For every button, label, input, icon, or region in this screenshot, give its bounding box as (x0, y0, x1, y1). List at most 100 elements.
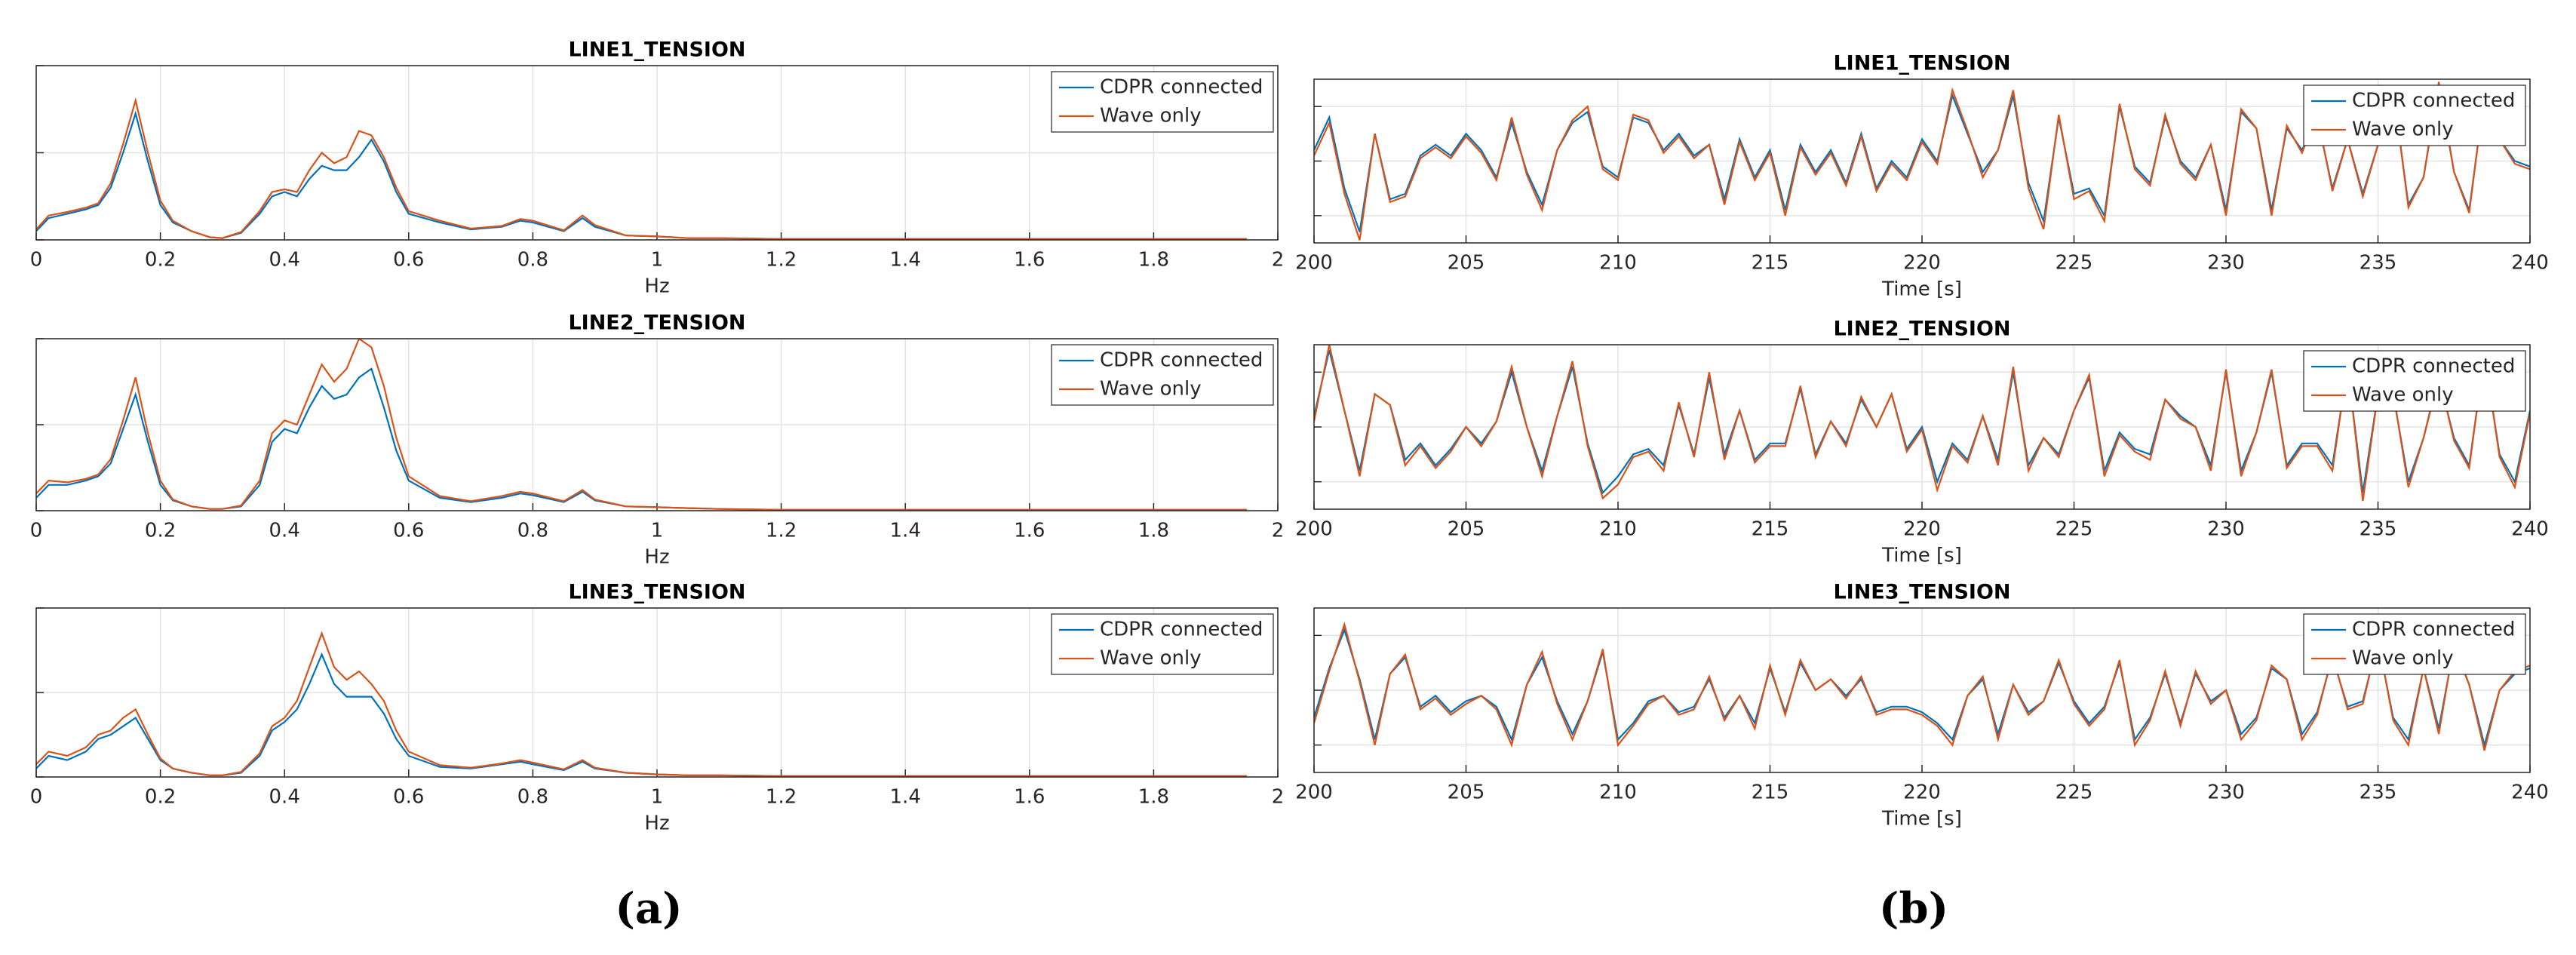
x-tick-label: 205 (1448, 518, 1485, 541)
chart-title: LINE2_TENSION (1833, 318, 2010, 341)
x-tick-label: 0.8 (517, 786, 548, 809)
x-tick-label: 240 (2511, 782, 2549, 804)
series-group (36, 97, 1247, 240)
axes-box (35, 65, 1279, 241)
x-tick-label: 1.4 (890, 249, 921, 272)
legend-box (2303, 350, 2526, 412)
legend-label: Wave only (2352, 384, 2454, 407)
x-tick-label: 1.4 (890, 520, 921, 542)
series-line (1314, 350, 2530, 495)
x-tick-label: 0 (30, 520, 43, 542)
x-tick-label: 0 (30, 249, 43, 272)
x-tick-label: 1.6 (1014, 520, 1045, 542)
legend-label: CDPR connected (2352, 619, 2515, 641)
x-axis-label: Time [s] (1881, 278, 1962, 301)
x-tick-label: 230 (2207, 782, 2245, 804)
x-tick-label: 205 (1448, 252, 1485, 275)
x-tick-label: 2 (1272, 520, 1285, 542)
chart-title: LINE3_TENSION (568, 581, 745, 604)
axes-box (1313, 78, 2531, 244)
x-tick-label: 210 (1599, 782, 1637, 804)
x-tick-label: 225 (2056, 782, 2093, 804)
chart: 200 205 210 215 220 225 230 235 240 LINE3_TENSION… (1295, 581, 2549, 831)
caption: (a) (615, 884, 682, 934)
legend-label: CDPR connected (2352, 355, 2515, 378)
x-tick-label: 235 (2360, 252, 2397, 275)
legend-box (2303, 84, 2526, 146)
series-group (36, 339, 1247, 511)
x-tick-label: 0.8 (517, 249, 548, 272)
x-tick-label: 1.2 (766, 520, 797, 542)
legend-box (1051, 71, 1274, 133)
x-tick-label: 200 (1295, 518, 1333, 541)
chart-title: LINE3_TENSION (1833, 581, 2010, 604)
x-tick-label: 200 (1295, 252, 1333, 275)
x-axis-label: Time [s] (1881, 545, 1962, 567)
chart-title: LINE1_TENSION (568, 38, 745, 62)
x-tick-label: 0.6 (393, 786, 424, 809)
chart: 200 205 210 215 220 225 230 235 240 LINE1_TENSION… (1295, 52, 2549, 301)
x-tick-label: 1.2 (766, 786, 797, 809)
x-tick-label: 1.6 (1014, 249, 1045, 272)
x-tick-label: 0.8 (517, 520, 548, 542)
x-tick-label: 220 (1903, 782, 1941, 804)
chart-title: LINE1_TENSION (1833, 52, 2010, 75)
axes-box (1313, 344, 2531, 510)
x-tick-label: 215 (1752, 782, 1789, 804)
x-tick-label: 0.6 (393, 520, 424, 542)
x-tick-label: 1.4 (890, 786, 921, 809)
x-tick-label: 220 (1903, 252, 1941, 275)
legend-label: CDPR connected (1100, 619, 1263, 641)
axes-box (35, 338, 1279, 511)
x-tick-label: 0.2 (145, 249, 176, 272)
chart-title: LINE2_TENSION (568, 312, 745, 335)
x-tick-label: 1.8 (1138, 249, 1169, 272)
x-tick-label: 0.4 (269, 786, 300, 809)
x-tick-label: 0 (30, 786, 43, 809)
series-line (36, 631, 1247, 777)
legend-label: CDPR connected (2352, 90, 2515, 112)
x-tick-label: 0.4 (269, 249, 300, 272)
x-tick-label: 215 (1752, 252, 1789, 275)
series-line (36, 339, 1247, 511)
x-tick-label: 200 (1295, 782, 1333, 804)
legend-label: Wave only (1100, 647, 1202, 670)
chart: 0 0.2 0.4 0.6 0.8 1 1.2 1.4 1.6 1.8 2 LINE2_TENSION… (30, 312, 1285, 569)
x-tick-label: 225 (2056, 518, 2093, 541)
x-tick-label: 1.8 (1138, 520, 1169, 542)
x-tick-label: 240 (2511, 518, 2549, 541)
x-tick-label: 0.2 (145, 520, 176, 542)
x-tick-label: 2 (1272, 786, 1285, 809)
x-tick-label: 1.2 (766, 249, 797, 272)
series-group (1314, 81, 2530, 241)
chart: 0 0.2 0.4 0.6 0.8 1 1.2 1.4 1.6 1.8 2 LINE3_TENSION… (30, 581, 1285, 835)
chart: 200 205 210 215 220 225 230 235 240 LINE2_TENSION… (1295, 318, 2549, 567)
x-tick-label: 1 (651, 249, 664, 272)
legend-label: Wave only (2352, 647, 2454, 670)
series-group (36, 631, 1247, 777)
x-tick-label: 235 (2360, 782, 2397, 804)
legend-label: Wave only (1100, 378, 1202, 401)
x-axis-label: Time [s] (1881, 808, 1962, 831)
x-tick-label: 1 (651, 786, 664, 809)
x-tick-label: 0.2 (145, 786, 176, 809)
series-line (36, 97, 1247, 240)
x-tick-label: 225 (2056, 252, 2093, 275)
x-tick-label: 1.8 (1138, 786, 1169, 809)
x-axis-label: Hz (644, 275, 669, 298)
x-tick-label: 0.6 (393, 249, 424, 272)
x-tick-label: 240 (2511, 252, 2549, 275)
x-tick-label: 215 (1752, 518, 1789, 541)
axes-box (1313, 607, 2531, 773)
x-tick-label: 220 (1903, 518, 1941, 541)
legend-label: Wave only (1100, 105, 1202, 127)
legend-label: CDPR connected (1100, 349, 1263, 372)
x-tick-label: 1.6 (1014, 786, 1045, 809)
axes-box (35, 607, 1279, 778)
x-tick-label: 2 (1272, 249, 1285, 272)
x-tick-label: 210 (1599, 252, 1637, 275)
x-tick-label: 210 (1599, 518, 1637, 541)
x-tick-label: 235 (2360, 518, 2397, 541)
x-tick-label: 1 (651, 520, 664, 542)
